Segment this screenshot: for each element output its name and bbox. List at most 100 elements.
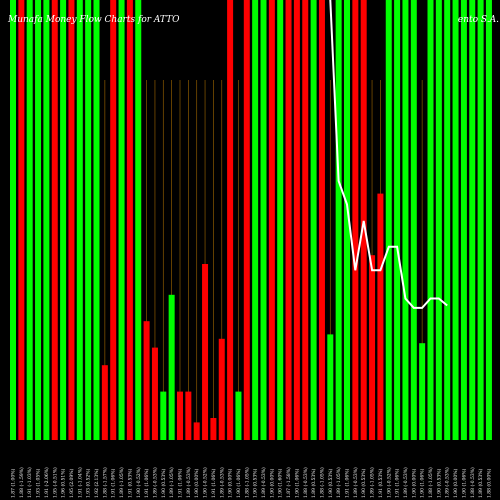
x-tick-label: 1.91 (1.06%): [210, 468, 217, 498]
x-tick-label: 1.90 (-0.52%): [135, 467, 142, 498]
x-tick-label: 1.89 (-0.53%): [185, 467, 192, 498]
x-tick-label: 1.90 (1.60%): [277, 468, 284, 498]
x-tick-label: 1.88 (-1.05%): [318, 467, 325, 498]
x-tick-label: 1.90 (0.00%): [452, 468, 459, 498]
bar-down: [68, 0, 75, 440]
bar-up: [10, 0, 16, 440]
bar-down: [51, 0, 58, 440]
x-tick-label: 1.89 (-0.53%): [352, 467, 359, 498]
chart-title-right: ento S.A.: [458, 15, 499, 25]
x-tick-label: 1.88 (-0.53%): [302, 467, 309, 498]
x-tick-label: 1.91 (1.06%): [344, 468, 351, 498]
bar-up: [385, 0, 392, 440]
bar-up: [135, 0, 142, 440]
x-tick-label: 1.90 (-0.52%): [385, 467, 392, 498]
x-tick-label: 1.91 (0.53%): [126, 468, 133, 498]
bar-down: [377, 193, 384, 440]
x-tick-label: 1.91 (1.06%): [110, 468, 117, 498]
x-tick-label: 1.89 (0.53%): [310, 468, 317, 498]
bar-down: [302, 0, 309, 440]
bar-up: [452, 0, 459, 440]
x-tick-label: 1.89 (0.53%): [477, 468, 484, 498]
bar-up: [335, 0, 342, 440]
bar-down: [360, 0, 367, 440]
x-tick-label: 1.91 (1.06%): [143, 468, 150, 498]
bar-up: [344, 0, 350, 440]
x-tick-label: 1.90 (0.00%): [227, 468, 234, 498]
bar-up: [444, 0, 451, 440]
bar-up: [160, 391, 167, 440]
bar-up: [485, 0, 492, 440]
bar-down: [218, 338, 225, 440]
price-line: [329, 0, 448, 309]
x-tick-label: 1.87 (-1.58%): [285, 467, 292, 498]
x-tick-label: 1.88 (-1.05%): [427, 467, 434, 498]
x-tick-label: 1.90 (0.53%): [252, 468, 259, 498]
bar-up: [235, 391, 242, 440]
x-tick-label: 1.88 (0.00%): [485, 468, 492, 498]
bar-down: [185, 391, 192, 440]
bar-up: [410, 0, 417, 440]
bar-up: [43, 0, 50, 440]
bar-down: [143, 321, 150, 440]
x-tick-labels: 1.87 (1.00%) 1.88 (-1.59%) 1.91 (-1.03%) 1.…: [10, 467, 493, 498]
x-tick-label: 1.88 (-1.59%): [18, 467, 25, 498]
bar-up: [26, 0, 33, 440]
x-tick-label: 1.91 (1.06%): [394, 468, 401, 498]
bar-down: [352, 0, 359, 440]
x-tick-label: 1.89 (-0.53%): [444, 467, 451, 498]
x-tick-label: 1.91 (1.06%): [177, 468, 184, 498]
bar-up: [168, 294, 175, 440]
bar-down: [126, 0, 133, 440]
bar-down: [151, 347, 158, 440]
bar-down: [227, 0, 234, 440]
bar-up: [310, 0, 317, 440]
bar-down: [243, 0, 250, 440]
x-tick-label: 1.93 (0.52%): [85, 468, 92, 498]
bar-up: [435, 0, 442, 440]
x-tick-label: 1.89 (-1.05%): [335, 467, 342, 498]
bar-up: [260, 0, 267, 440]
x-tick-label: 1.90 (1.06%): [419, 468, 426, 498]
x-tick-label: 1.91 (-1.04%): [76, 467, 83, 498]
x-tick-label: 1.89 (-0.53%): [218, 467, 225, 498]
x-tick-label: 1.88 (-1.57%): [101, 467, 108, 498]
x-tick-label: 1.95 (2.09%): [68, 468, 75, 498]
bar-down: [285, 0, 292, 440]
bar-down: [268, 0, 275, 440]
bar-up: [460, 0, 467, 440]
x-tick-label: 1.91 (-1.03%): [26, 467, 33, 498]
bar-up: [252, 0, 259, 440]
bar-down: [318, 0, 325, 440]
bar-down: [101, 365, 108, 440]
bar-up: [85, 0, 92, 440]
bar-down: [177, 391, 183, 440]
x-tick-label: 1.90 (0.00%): [193, 468, 200, 498]
bar-up: [76, 0, 83, 440]
x-tick-label: 1.96 (0.51%): [60, 468, 67, 498]
x-tick-label: 1.89 (-0.53%): [260, 467, 267, 498]
x-tick-label: 1.90 (1.06%): [460, 468, 467, 498]
bar-up: [427, 0, 434, 440]
x-tick-label: 1.88 (-0.53%): [469, 467, 476, 498]
x-tick-label: 1.90 (-0.52%): [202, 467, 209, 498]
x-tick-label: 1.90 (0.00%): [268, 468, 275, 498]
x-tick-label: 1.90 (0.00%): [410, 468, 417, 498]
x-tick-label: 1.90 (0.53%): [435, 468, 442, 498]
x-tick-label: 1.88 (-1.05%): [243, 467, 250, 498]
bar-down: [18, 0, 25, 440]
x-tick-label: 1.89 (-1.05%): [369, 467, 376, 498]
bar-up: [277, 0, 284, 440]
x-tick-label: 1.93 (1.05%): [35, 468, 42, 498]
x-tick-label: 1.90 (1.06%): [293, 468, 300, 498]
chart-title: Munafa Money Flow Charts for ATTO: [7, 15, 180, 25]
x-tick-label: 1.90 (0.53%): [160, 468, 167, 498]
bar-down: [110, 0, 117, 440]
bar-up: [93, 0, 100, 440]
bar-down: [369, 255, 376, 440]
bar-down: [193, 422, 200, 440]
bar-up: [469, 0, 476, 440]
bar-down: [202, 264, 209, 440]
bars-layer: [10, 0, 492, 440]
x-tick-label: 1.89 (-0.53%): [151, 467, 158, 498]
